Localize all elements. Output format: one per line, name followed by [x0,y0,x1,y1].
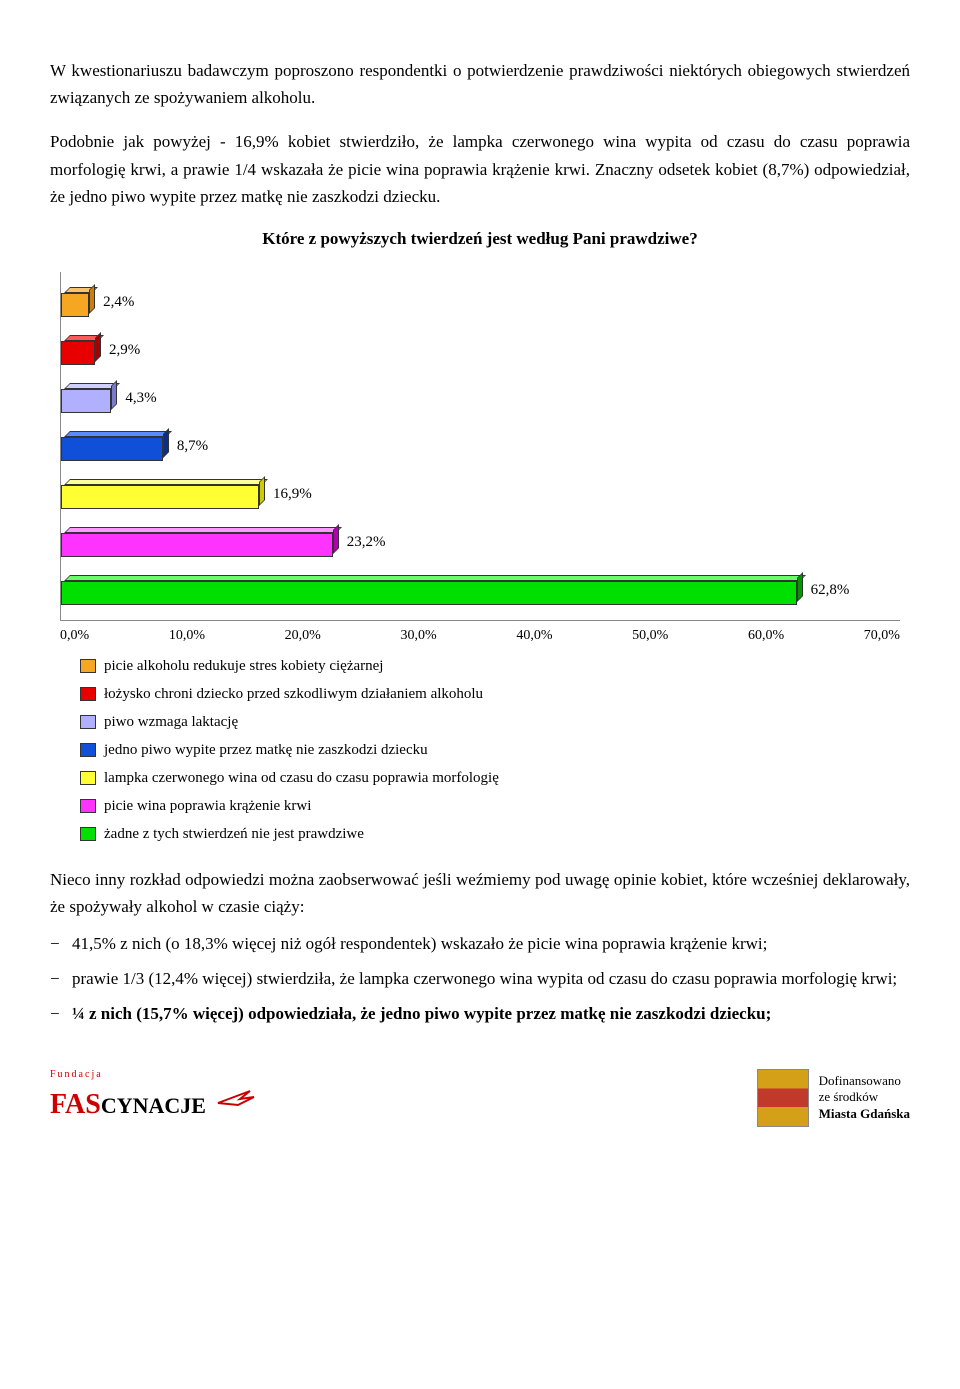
coat-of-arms-icon [757,1069,809,1127]
legend-label: piwo wzmaga laktację [104,710,238,734]
bar-row: 62,8% [61,568,900,612]
bullet-list: 41,5% z nich (o 18,3% więcej niż ogół re… [50,930,910,1028]
followup-paragraph: Nieco inny rozkład odpowiedzi można zaob… [50,866,910,920]
legend-item: jedno piwo wypite przez matkę nie zaszko… [80,738,900,762]
bar-value-label: 23,2% [347,530,386,554]
body-paragraph: Podobnie jak powyżej - 16,9% kobiet stwi… [50,128,910,210]
bar-value-label: 8,7% [177,434,208,458]
bar-row: 2,9% [61,328,900,372]
x-tick-label: 20,0% [285,625,321,647]
legend-label: picie alkoholu redukuje stres kobiety ci… [104,654,383,678]
legend-swatch [80,827,96,841]
legend-swatch [80,771,96,785]
x-tick-label: 70,0% [864,625,900,647]
list-item: ¼ z nich (15,7% więcej) odpowiedziała, ż… [50,1000,910,1027]
legend-label: łożysko chroni dziecko przed szkodliwym … [104,682,483,706]
legend-item: łożysko chroni dziecko przed szkodliwym … [80,682,900,706]
x-axis: 0,0% 10,0% 20,0% 30,0% 40,0% 50,0% 60,0% 70,0% [60,625,900,647]
legend-item: picie alkoholu redukuje stres kobiety ci… [80,654,900,678]
legend-label: lampka czerwonego wina od czasu do czasu… [104,766,499,790]
legend-label: picie wina poprawia krążenie krwi [104,794,311,818]
bar-value-label: 2,4% [103,290,134,314]
chart-title: Które z powyższych twierdzeń jest według… [50,225,910,252]
chart-legend: picie alkoholu redukuje stres kobiety ci… [80,654,900,846]
bar-row: 4,3% [61,376,900,420]
plane-icon [216,1083,256,1113]
fundacja-label: Fundacja [50,1067,206,1083]
legend-swatch [80,743,96,757]
legend-item: piwo wzmaga laktację [80,710,900,734]
legend-swatch [80,687,96,701]
legend-label: jedno piwo wypite przez matkę nie zaszko… [104,738,428,762]
legend-swatch [80,799,96,813]
legend-item: picie wina poprawia krążenie krwi [80,794,900,818]
gdansk-logo: Dofinansowano ze środków Miasta Gdańska [757,1069,910,1127]
x-tick-label: 10,0% [169,625,205,647]
fascynacje-logo: Fundacja FASCYNACJE [50,1067,256,1128]
legend-label: żadne z tych stwierdzeń nie jest prawdzi… [104,822,364,846]
x-tick-label: 60,0% [748,625,784,647]
list-item: 41,5% z nich (o 18,3% więcej niż ogół re… [50,930,910,957]
page-footer: Fundacja FASCYNACJE Dofinansowano ze śro… [50,1067,910,1128]
bar-chart: 2,4% 2,9% 4,3% 8,7% 16,9% 23,2% 62,8% 0,0% 10,0… [50,272,910,845]
legend-item: lampka czerwonego wina od czasu do czasu… [80,766,900,790]
legend-swatch [80,715,96,729]
ze-text: ze środków [819,1089,910,1106]
cynacje-text: CYNACJE [101,1088,206,1123]
x-tick-label: 40,0% [516,625,552,647]
legend-item: żadne z tych stwierdzeń nie jest prawdzi… [80,822,900,846]
bar-row: 16,9% [61,472,900,516]
bar-value-label: 16,9% [273,482,312,506]
x-tick-label: 50,0% [632,625,668,647]
list-item: prawie 1/3 (12,4% więcej) stwierdziła, ż… [50,965,910,992]
bar-value-label: 62,8% [811,578,850,602]
fas-text: FAS [50,1083,101,1128]
bar-value-label: 2,9% [109,338,140,362]
x-tick-label: 0,0% [60,625,89,647]
dofinans-text: Dofinansowano [819,1073,910,1090]
legend-swatch [80,659,96,673]
bar-value-label: 4,3% [125,386,156,410]
bar-row: 23,2% [61,520,900,564]
bar-row: 2,4% [61,280,900,324]
bar-row: 8,7% [61,424,900,468]
x-tick-label: 30,0% [400,625,436,647]
intro-paragraph: W kwestionariuszu badawczym poproszono r… [50,57,910,111]
miasta-text: Miasta Gdańska [819,1106,910,1121]
